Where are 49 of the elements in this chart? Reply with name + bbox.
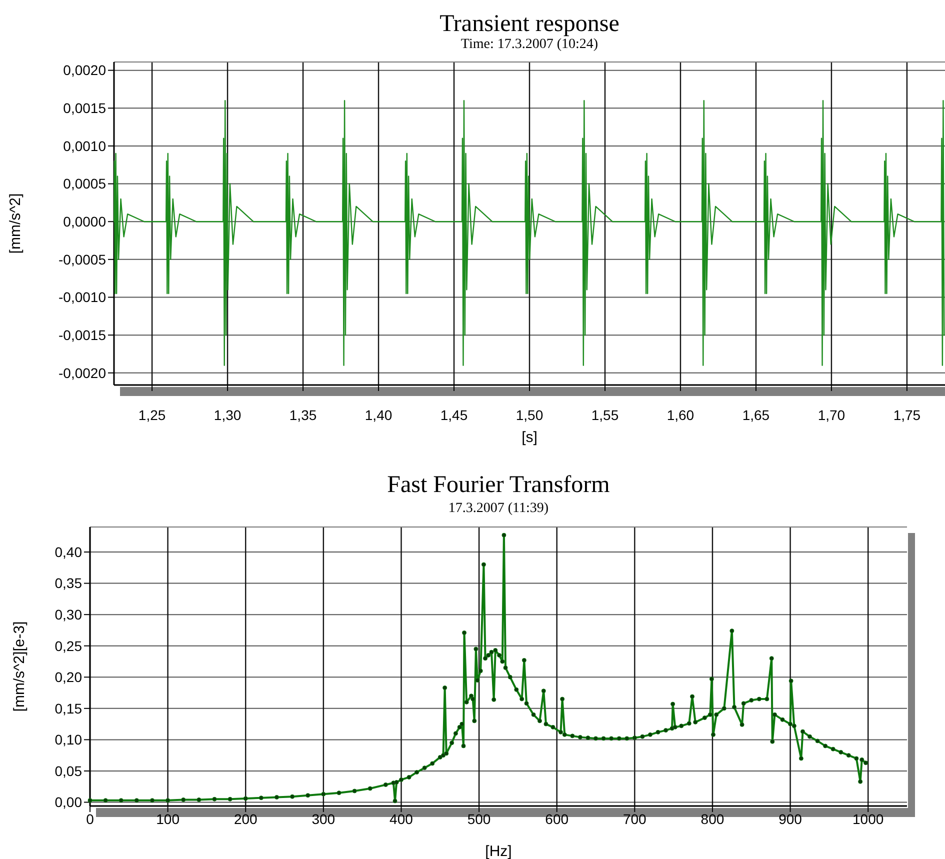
y-tick-label: 0,0015 [63,100,106,116]
x-tick-label: 100 [156,811,180,827]
x-tick-label: 1,55 [591,407,619,423]
y-tick-label: -0,0015 [58,326,106,343]
y-tick-label: 0,05 [54,762,82,779]
chart-title: Transient response [440,11,620,37]
x-tick-label: 1,50 [516,407,544,423]
y-tick-label: 0,30 [54,606,82,622]
x-tick-label: 1,65 [742,407,770,423]
y-tick-label: 0,0010 [63,138,106,154]
x-tick-label: 800 [700,811,724,827]
x-tick-label: 1,60 [666,407,694,423]
x-tick-label: 1,45 [440,407,468,423]
x-tick-label: 1,70 [818,407,846,423]
y-tick-label: -0,0020 [58,364,106,381]
x-tick-label: 0 [86,811,94,827]
y-tick-label: -0,0005 [58,251,106,268]
x-tick-label: 600 [545,811,569,827]
y-tick-label: 0,20 [54,669,82,686]
x-tick-label: 700 [622,811,647,827]
x-tick-label: 1,40 [364,407,392,423]
y-tick-label: 0,25 [54,638,82,654]
x-tick-label: 200 [234,811,258,827]
chart-title: Fast Fourier Transform [387,472,610,498]
y-tick-label: 0,0005 [63,176,106,192]
chart-subtitle: Time: 17.3.2007 (10:24) [460,37,598,52]
x-tick-label: 1,25 [138,407,166,423]
x-tick-label: 400 [390,811,414,827]
y-tick-label: -0,0010 [58,289,106,306]
x-tick-label: 300 [312,811,336,827]
x-axis-title: [s] [522,429,538,446]
y-tick-label: 0,35 [54,575,82,592]
x-tick-label: 1,30 [214,407,242,423]
x-tick-label: 1,75 [893,407,921,423]
y-tick-label: 0,15 [54,700,82,716]
x-tick-label: 900 [778,811,802,827]
x-axis-title: [Hz] [485,843,512,859]
y-axis-title: [mm/s^2][e-3] [11,621,28,712]
y-tick-label: 0,0000 [63,214,106,230]
x-tick-label: 500 [467,811,491,827]
x-tick-label: 1,35 [289,407,317,423]
line-series [114,100,945,366]
y-axis-title: [mm/s^2] [7,193,24,254]
x-tick-label: 1000 [852,811,884,827]
y-tick-label: 0,10 [54,732,82,748]
chart-subtitle: 17.3.2007 (11:39) [448,501,549,516]
y-tick-label: 0,0020 [63,62,106,78]
y-tick-label: 0,00 [54,794,82,810]
y-tick-label: 0,40 [54,544,82,560]
